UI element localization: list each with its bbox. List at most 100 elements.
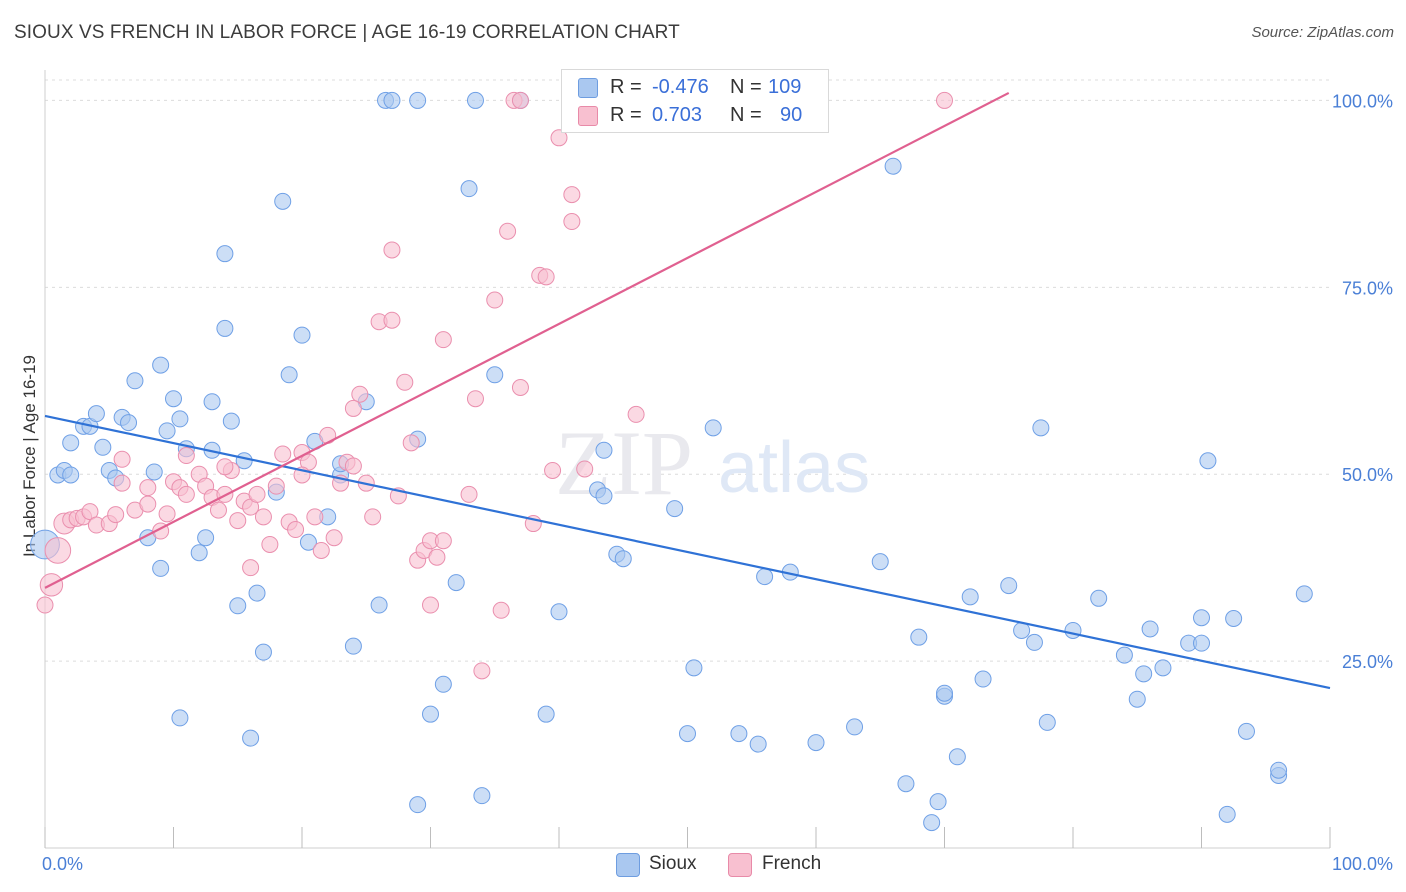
stats-row-french: R = 0.703 N = 90 (562, 101, 828, 129)
sioux-legend-swatch (616, 853, 640, 877)
french-point (287, 521, 305, 539)
sioux-point (666, 500, 684, 518)
sioux-point (434, 675, 452, 693)
french-point (537, 268, 555, 286)
y-tick-label: 75.0% (1342, 278, 1393, 298)
sioux-point (409, 91, 427, 109)
sioux-point (447, 574, 465, 592)
sioux-point (152, 559, 170, 577)
legend-label-sioux: Sioux (649, 853, 697, 874)
sioux-point (1270, 761, 1288, 779)
sioux-point (730, 725, 748, 743)
sioux-point (614, 550, 632, 568)
french-point (434, 532, 452, 550)
sioux-point (460, 180, 478, 198)
sioux-point (120, 414, 138, 432)
french-point (158, 505, 176, 523)
french-point (139, 495, 157, 513)
r-value: 0.703 (652, 104, 703, 126)
series-legend: Sioux French (0, 852, 1406, 878)
french-point (486, 291, 504, 309)
axes (44, 70, 1331, 849)
sioux-point (254, 643, 272, 661)
sioux-point (974, 670, 992, 688)
sioux-point (749, 735, 767, 753)
sioux-point (1154, 659, 1172, 677)
french-point (544, 461, 562, 479)
n-value: 90 (780, 104, 803, 126)
french-point (139, 479, 157, 497)
french-point (499, 222, 517, 240)
french-point (36, 596, 54, 614)
french-point (325, 529, 343, 547)
sioux-point (299, 533, 317, 551)
sioux-point (190, 544, 208, 562)
sioux-point (203, 393, 221, 411)
sioux-point (910, 628, 928, 646)
sioux-point (145, 463, 163, 481)
sioux-point (1000, 577, 1018, 595)
sioux-point (537, 705, 555, 723)
sioux-point (871, 553, 889, 571)
sioux-point (222, 412, 240, 430)
sioux-point (1038, 713, 1056, 731)
sioux-point (94, 438, 112, 456)
french-point (396, 373, 414, 391)
sioux-trend-line (44, 414, 1331, 690)
french-point (434, 331, 452, 349)
french-point (344, 399, 362, 417)
sioux-point (383, 91, 401, 109)
sioux-point (1115, 646, 1133, 664)
sioux-point (274, 192, 292, 210)
sioux-point (1135, 665, 1153, 683)
sioux-point (248, 584, 266, 602)
french-legend-swatch (728, 853, 752, 877)
sioux-point (807, 734, 825, 752)
french-trend-line (44, 91, 1010, 589)
french-point (383, 311, 401, 329)
sioux-point (550, 603, 568, 621)
french-point (627, 405, 645, 423)
french-point (383, 241, 401, 259)
sioux-point (1199, 452, 1217, 470)
french-point (466, 390, 484, 408)
sioux-point (884, 157, 902, 175)
sioux-point (1193, 609, 1210, 627)
sioux-point (165, 390, 182, 408)
sioux-point (158, 422, 176, 440)
y-tick-label: 50.0% (1342, 465, 1393, 485)
sioux-point (486, 366, 504, 384)
y-tick-label: 100.0% (1332, 91, 1393, 111)
french-point (267, 477, 285, 495)
french-point (473, 662, 491, 680)
sioux-point (936, 684, 953, 702)
french-point (242, 559, 260, 577)
sioux-point (126, 372, 144, 390)
sioux-point (280, 366, 298, 384)
sioux-point (1032, 419, 1050, 437)
n-label: N = (730, 76, 762, 98)
french-point (492, 601, 510, 619)
french-point (511, 91, 529, 109)
sioux-point (152, 356, 170, 374)
french-point (261, 535, 279, 553)
chart-title: SIOUX VS FRENCH IN LABOR FORCE | AGE 16-… (14, 22, 680, 43)
french-swatch (578, 106, 598, 126)
sioux-point (1295, 585, 1313, 603)
sioux-point (216, 245, 234, 263)
sioux-point (1237, 722, 1255, 740)
sioux-point (1025, 633, 1043, 651)
sioux-point (1128, 690, 1146, 708)
sioux-point (1225, 609, 1243, 627)
sioux-point (216, 319, 234, 337)
sioux-point (229, 597, 247, 615)
sioux-point (679, 725, 696, 743)
french-point (44, 537, 72, 564)
sioux-point (87, 405, 105, 423)
sioux-point (473, 787, 491, 805)
french-point (936, 91, 953, 109)
r-label: R = (610, 104, 642, 126)
french-point (248, 485, 266, 503)
n-label: N = (730, 104, 762, 126)
